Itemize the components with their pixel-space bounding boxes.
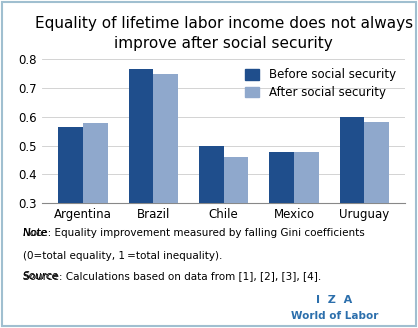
Text: Note: Note [23, 228, 48, 238]
Legend: Before social security, After social security: Before social security, After social sec… [242, 65, 400, 103]
Bar [294, 152, 319, 290]
Bar [129, 69, 153, 290]
Text: I  Z  A: I Z A [316, 296, 352, 305]
Bar [364, 122, 389, 290]
Text: Note: Equality improvement measured by falling Gini coefficients: Note: Equality improvement measured by f… [23, 228, 365, 238]
Bar [59, 127, 83, 290]
Text: Source: Source [23, 271, 59, 280]
Bar [199, 146, 224, 290]
Bar [269, 152, 294, 290]
Bar [83, 123, 107, 290]
Title: Equality of lifetime labor income does not always
improve after social security: Equality of lifetime labor income does n… [35, 16, 413, 51]
Bar [153, 74, 178, 290]
Text: Source: Calculations based on data from [1], [2], [3], [4].: Source: Calculations based on data from … [23, 271, 321, 280]
Text: (0=total equality, 1 =total inequality).: (0=total equality, 1 =total inequality). [23, 251, 222, 261]
Bar [340, 117, 364, 290]
Text: World of Labor: World of Labor [291, 311, 378, 321]
Bar [224, 157, 248, 290]
